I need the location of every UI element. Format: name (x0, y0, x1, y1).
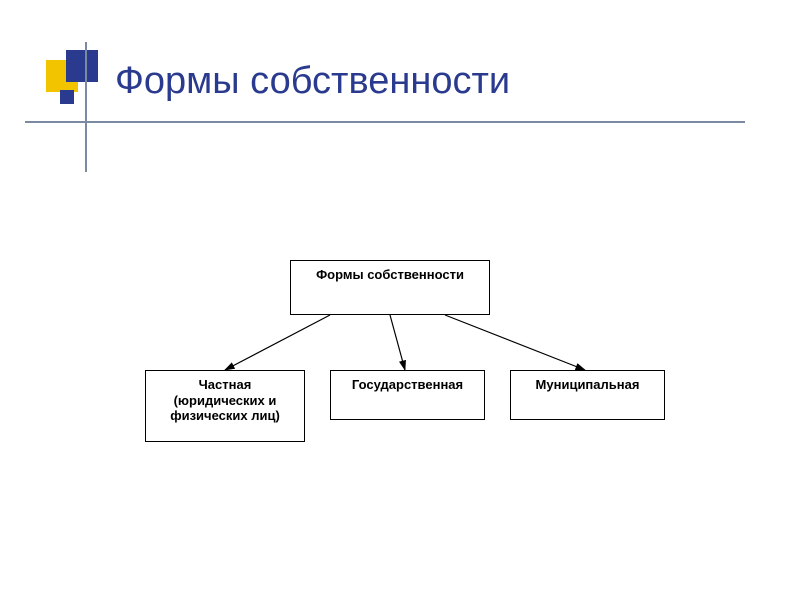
decor-vertical-line (85, 42, 87, 172)
slide-title: Формы собственности (115, 60, 510, 103)
decor-square-blue (66, 50, 98, 82)
slide: { "title": { "text": "Формы собственност… (0, 0, 800, 600)
node-root: Формы собственности (290, 260, 490, 315)
node-state: Государственная (330, 370, 485, 420)
node-private: Частная (юридических и физических лиц) (145, 370, 305, 442)
node-municipal: Муниципальная (510, 370, 665, 420)
decor-bullet (60, 90, 74, 104)
decor-horizontal-line (25, 121, 745, 123)
